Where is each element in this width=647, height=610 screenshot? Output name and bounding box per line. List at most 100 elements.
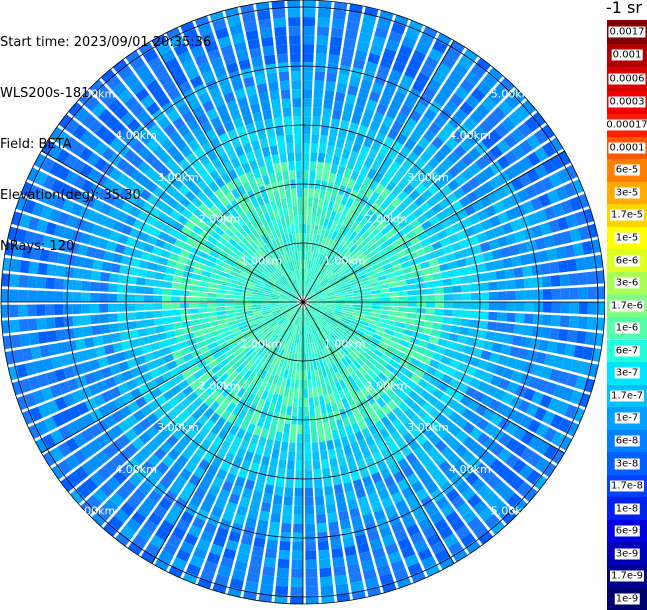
ray-gate [314, 341, 319, 352]
ray-gate [348, 322, 358, 329]
ray-gate [378, 318, 389, 324]
ray-gate [317, 305, 327, 308]
ray-gate [489, 497, 505, 512]
ray-gate [452, 309, 462, 318]
ray-gate [491, 106, 507, 122]
colorbar-tick-label: 6e-7 [614, 345, 640, 357]
ray-gate [355, 213, 364, 224]
ray-gate [364, 234, 374, 244]
ray-gate [395, 229, 406, 239]
ray-gate [565, 164, 578, 180]
ray-gate [229, 357, 239, 367]
ray-gate [407, 290, 417, 296]
ray-gate [451, 495, 466, 510]
ray-gate [501, 117, 516, 132]
ray-gate [27, 304, 37, 317]
ray-gate [232, 405, 242, 417]
ray-gate [520, 447, 535, 463]
ray-gate [304, 287, 308, 297]
ray-gate [356, 379, 365, 390]
ray-gate [278, 318, 286, 326]
ray-gate [291, 559, 303, 569]
ray-gate [479, 282, 489, 292]
ray-gate [148, 512, 163, 526]
ray-gate [287, 369, 293, 379]
ray-gate [315, 322, 321, 331]
ray-gate [307, 215, 312, 225]
ray-gate [342, 226, 350, 237]
ray-gate [367, 530, 380, 542]
ray-gate [326, 296, 336, 300]
ray-gate [397, 317, 407, 323]
ray-gate [291, 89, 302, 99]
ray-gate [220, 440, 231, 452]
ray-gate [362, 14, 377, 26]
ray-gate [285, 134, 294, 144]
ray-gate [321, 459, 330, 469]
ray-gate [347, 375, 356, 385]
ray-gate [316, 44, 328, 55]
ray-gate [346, 159, 356, 170]
ray-gate [448, 70, 464, 85]
ray-gate [448, 233, 460, 244]
ray-gate [377, 221, 387, 231]
ray-gate [37, 331, 49, 344]
ray-gate [315, 332, 321, 342]
ray-gate [255, 317, 265, 323]
ray-gate [333, 483, 344, 495]
ray-gate [303, 152, 310, 162]
ray-gate [524, 302, 534, 312]
ray-gate [387, 148, 398, 161]
ray-gate [410, 357, 421, 367]
colorbar-cell-lower: 6e-6 [607, 249, 647, 272]
ray-gate [409, 502, 423, 515]
ray-gate [469, 427, 483, 441]
ray-gate [338, 214, 346, 225]
ray-gate [314, 310, 323, 317]
ray-gate [295, 478, 303, 488]
ray-gate [346, 353, 356, 363]
colorbar-cell-lower: 6e-8 [607, 429, 647, 453]
ray-gate [373, 349, 384, 358]
ray-gate [380, 302, 390, 306]
ray-gate [324, 311, 334, 317]
ray-gate [299, 325, 302, 335]
ray-gate [301, 269, 303, 278]
ray-gate [584, 256, 596, 270]
ray-gate [369, 213, 379, 224]
ray-gate [535, 423, 549, 438]
ray-gate [388, 373, 399, 384]
ray-gate [398, 307, 408, 312]
ray-gate [264, 315, 274, 322]
ray-gate [404, 408, 416, 420]
ray-gate [256, 387, 264, 398]
ray-gate [518, 348, 529, 360]
ray-gate [273, 117, 283, 128]
ray-gate [304, 287, 309, 297]
ray-gate [160, 441, 173, 454]
ray-gate [380, 240, 391, 249]
ray-gate [311, 252, 316, 262]
ray-gate [232, 330, 242, 338]
ray-gate [72, 304, 82, 315]
ray-gate [490, 520, 506, 535]
ray-gate [499, 77, 515, 93]
ray-gate [421, 355, 432, 365]
ray-gate [355, 533, 368, 546]
ray-gate [339, 464, 349, 475]
ray-gate [544, 353, 556, 367]
ray-gate [422, 327, 433, 335]
ray-gate [355, 329, 365, 336]
ray-gate [146, 412, 159, 425]
ray-gate [259, 583, 274, 595]
ray-gate [282, 349, 288, 360]
ray-gate [121, 370, 134, 382]
ray-gate [316, 253, 321, 263]
ray-gate [381, 404, 392, 416]
ray-gate [162, 288, 172, 296]
ray-gate [557, 371, 570, 385]
ray-gate [197, 577, 213, 590]
ray-gate [359, 320, 369, 327]
ray-gate [542, 289, 552, 300]
ray-gate [88, 455, 103, 470]
